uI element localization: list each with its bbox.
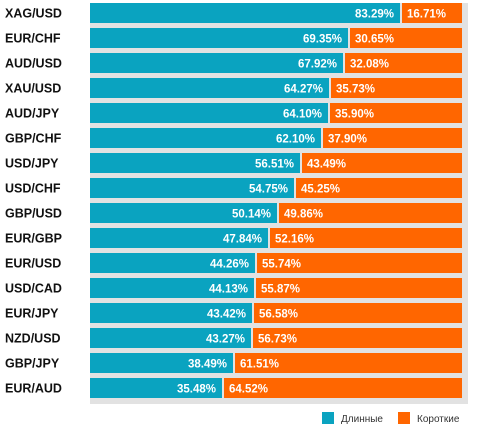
long-bar: [90, 153, 300, 173]
legend-label-short: Короткие: [417, 414, 460, 425]
pair-label: XAG/USD: [5, 7, 62, 21]
legend-swatch-long: [322, 412, 334, 424]
pair-label: NZD/USD: [5, 332, 61, 346]
pair-label: AUD/USD: [5, 57, 62, 71]
short-percent-label: 16.71%: [407, 9, 446, 21]
short-bar: [330, 103, 462, 123]
long-percent-label: 43.27%: [206, 334, 245, 346]
long-bar: [90, 3, 400, 23]
short-percent-label: 55.87%: [261, 284, 300, 296]
pair-label: EUR/JPY: [5, 307, 59, 321]
short-bar: [279, 203, 462, 223]
short-percent-label: 64.52%: [229, 384, 268, 396]
long-percent-label: 69.35%: [303, 34, 342, 46]
legend-label-long: Длинные: [341, 414, 383, 425]
long-bar: [90, 228, 268, 248]
long-percent-label: 83.29%: [355, 9, 394, 21]
long-percent-label: 35.48%: [177, 384, 216, 396]
short-percent-label: 56.58%: [259, 309, 298, 321]
short-percent-label: 61.51%: [240, 359, 279, 371]
short-bar: [296, 178, 462, 198]
long-percent-label: 44.26%: [210, 259, 249, 271]
long-percent-label: 44.13%: [209, 284, 248, 296]
long-percent-label: 47.84%: [223, 234, 262, 246]
long-bar: [90, 353, 233, 373]
long-percent-label: 62.10%: [276, 134, 315, 146]
short-percent-label: 52.16%: [275, 234, 314, 246]
pair-label: AUD/JPY: [5, 107, 60, 121]
pair-label: GBP/USD: [5, 207, 62, 221]
long-bar: [90, 178, 294, 198]
short-percent-label: 55.74%: [262, 259, 301, 271]
long-percent-label: 50.14%: [232, 209, 271, 221]
short-bar: [253, 328, 462, 348]
long-bar: [90, 28, 348, 48]
long-percent-label: 56.51%: [255, 159, 294, 171]
short-percent-label: 49.86%: [284, 209, 323, 221]
long-percent-label: 38.49%: [188, 359, 227, 371]
long-bar: [90, 253, 255, 273]
short-percent-label: 37.90%: [328, 134, 367, 146]
short-percent-label: 56.73%: [258, 334, 297, 346]
long-bar: [90, 378, 222, 398]
short-bar: [256, 278, 462, 298]
pair-label: EUR/CHF: [5, 32, 61, 46]
short-percent-label: 43.49%: [307, 159, 346, 171]
short-bar: [235, 353, 462, 373]
long-bar: [90, 53, 343, 73]
short-percent-label: 32.08%: [350, 59, 389, 71]
short-bar: [402, 3, 462, 23]
pair-label: EUR/AUD: [5, 382, 62, 396]
short-bar: [350, 28, 462, 48]
pair-label: USD/CHF: [5, 182, 61, 196]
pair-label: USD/CAD: [5, 282, 62, 296]
long-percent-label: 64.27%: [284, 84, 323, 96]
short-percent-label: 35.90%: [335, 109, 374, 121]
pair-label: XAU/USD: [5, 82, 61, 96]
short-percent-label: 30.65%: [355, 34, 394, 46]
legend-swatch-short: [398, 412, 410, 424]
short-bar: [345, 53, 462, 73]
long-percent-label: 67.92%: [298, 59, 337, 71]
long-bar: [90, 203, 277, 223]
long-bar: [90, 328, 251, 348]
short-percent-label: 45.25%: [301, 184, 340, 196]
long-bar: [90, 303, 252, 323]
long-bar: [90, 78, 329, 98]
short-bar: [224, 378, 462, 398]
short-bar: [323, 128, 462, 148]
long-bar: [90, 128, 321, 148]
long-percent-label: 43.42%: [207, 309, 246, 321]
short-bar: [257, 253, 462, 273]
long-bar: [90, 103, 328, 123]
long-bar: [90, 278, 254, 298]
pair-label: GBP/JPY: [5, 357, 60, 371]
short-percent-label: 35.73%: [336, 84, 375, 96]
short-bar: [302, 153, 462, 173]
pair-label: GBP/CHF: [5, 132, 62, 146]
short-bar: [254, 303, 462, 323]
long-percent-label: 54.75%: [249, 184, 288, 196]
short-bar: [331, 78, 462, 98]
pair-label: EUR/GBP: [5, 232, 62, 246]
pair-label: USD/JPY: [5, 157, 59, 171]
pair-label: EUR/USD: [5, 257, 61, 271]
long-percent-label: 64.10%: [283, 109, 322, 121]
short-bar: [270, 228, 462, 248]
